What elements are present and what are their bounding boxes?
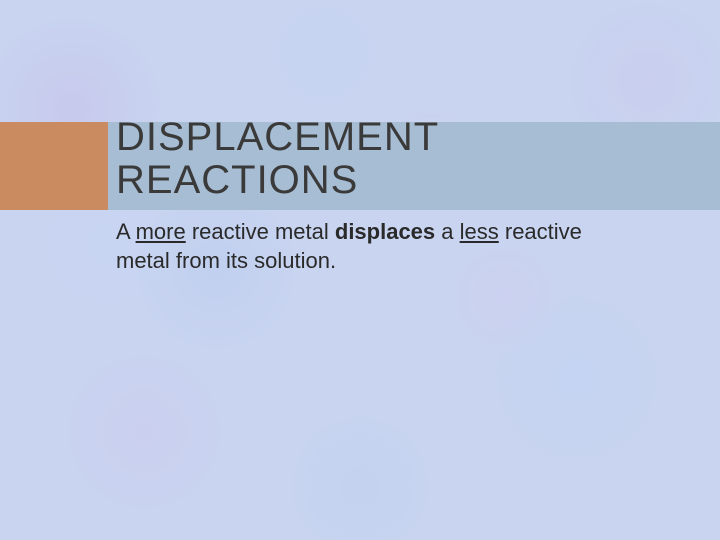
body-segment: A [116, 219, 136, 244]
body-segment: less [460, 219, 499, 244]
title-bar: DISPLACEMENT REACTIONS [0, 122, 720, 210]
accent-block [0, 122, 108, 210]
slide-title: DISPLACEMENT REACTIONS [116, 116, 439, 202]
body-segment: more [136, 219, 186, 244]
body-segment: displaces [335, 219, 435, 244]
body-segment: a [435, 219, 459, 244]
title-strip: DISPLACEMENT REACTIONS [108, 122, 720, 210]
body-segment: reactive metal [186, 219, 335, 244]
slide-body: A more reactive metal displaces a less r… [116, 218, 596, 275]
